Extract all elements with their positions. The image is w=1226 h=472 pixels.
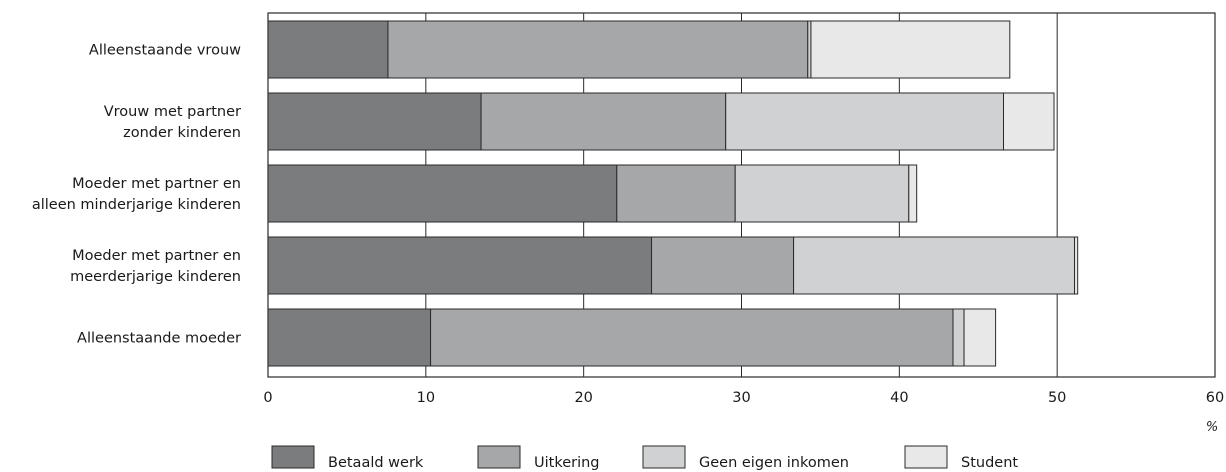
bar-segment bbox=[651, 236, 795, 295]
bar-segment bbox=[267, 92, 482, 151]
x-tick-label: 10 bbox=[417, 390, 435, 406]
legend-swatch bbox=[477, 445, 521, 469]
bar-segment bbox=[810, 20, 1011, 79]
bar-segment bbox=[725, 92, 1005, 151]
category-label: Moeder met partner en bbox=[72, 176, 241, 192]
bar-segment bbox=[793, 236, 1076, 295]
bar-segment bbox=[387, 20, 809, 79]
x-tick-label: 50 bbox=[1048, 390, 1066, 406]
category-label: Alleenstaande vrouw bbox=[89, 43, 241, 59]
legend-swatch bbox=[642, 445, 686, 469]
x-tick-label: 30 bbox=[732, 390, 750, 406]
category-label: Moeder met partner en bbox=[72, 248, 241, 264]
bar-segment bbox=[616, 164, 736, 223]
bar-segment bbox=[1074, 236, 1079, 295]
category-label: Vrouw met partner bbox=[104, 104, 241, 120]
bar-segment bbox=[1003, 92, 1055, 151]
bar-segment bbox=[963, 308, 997, 367]
bar-segment bbox=[480, 92, 727, 151]
x-tick-label: 20 bbox=[574, 390, 592, 406]
legend-swatch bbox=[904, 445, 948, 469]
category-label: Alleenstaande moeder bbox=[77, 331, 241, 347]
x-tick-label: 0 bbox=[263, 390, 272, 406]
bar-segment bbox=[267, 236, 653, 295]
category-label: meerderjarige kinderen bbox=[70, 269, 241, 285]
unit-label: % bbox=[1206, 420, 1218, 435]
category-label: zonder kinderen bbox=[123, 125, 241, 141]
x-tick-label: 60 bbox=[1206, 390, 1224, 406]
bar-segment bbox=[430, 308, 954, 367]
legend-label: Betaald werk bbox=[328, 455, 424, 471]
legend-label: Geen eigen inkomen bbox=[699, 455, 849, 471]
x-tick-label: 40 bbox=[890, 390, 908, 406]
category-label: alleen minderjarige kinderen bbox=[32, 197, 241, 213]
legend-label: Uitkering bbox=[534, 455, 600, 471]
bar-segment bbox=[952, 308, 965, 367]
bar-segment bbox=[734, 164, 910, 223]
legend-swatch bbox=[271, 445, 315, 469]
legend-label: Student bbox=[961, 455, 1018, 471]
bar-segment bbox=[908, 164, 918, 223]
bar-segment bbox=[267, 20, 389, 79]
bar-segment bbox=[267, 164, 618, 223]
bar-segment bbox=[267, 308, 432, 367]
